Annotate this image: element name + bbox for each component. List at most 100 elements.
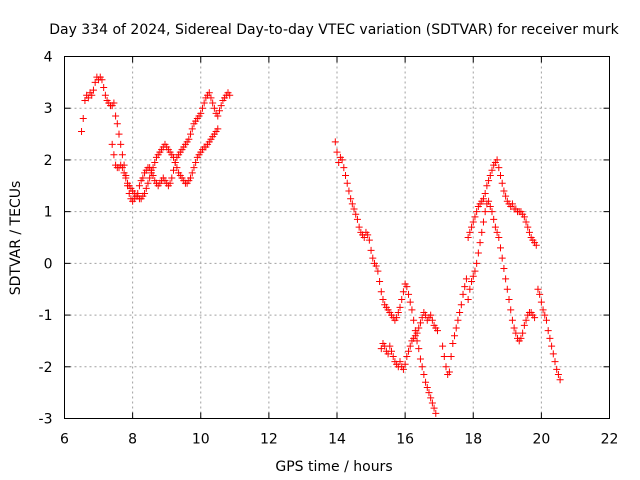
data-point — [399, 288, 407, 296]
data-point — [187, 130, 195, 138]
data-point — [510, 324, 518, 332]
y-tick-label: -2 — [39, 360, 53, 376]
data-point — [377, 288, 385, 296]
y-tick-label: 4 — [44, 50, 53, 66]
data-point — [166, 179, 174, 187]
data-point — [214, 125, 222, 133]
series-segment-6 — [464, 197, 539, 345]
data-point — [100, 84, 108, 92]
data-point — [449, 340, 457, 348]
data-point — [338, 156, 346, 164]
data-point — [141, 190, 149, 198]
data-point — [459, 290, 467, 298]
data-point — [430, 404, 438, 412]
data-point — [479, 218, 487, 226]
data-point — [388, 347, 395, 355]
data-point — [428, 316, 436, 324]
y-tick-label: 2 — [44, 153, 53, 169]
data-point — [532, 241, 540, 249]
x-tick-label: 18 — [464, 432, 482, 448]
y-tick-label: -1 — [39, 308, 53, 324]
series-segment-7 — [534, 285, 564, 384]
data-point — [401, 360, 409, 368]
data-point — [209, 99, 217, 107]
data-point — [432, 409, 440, 417]
data-point — [500, 265, 508, 273]
data-point — [524, 223, 532, 231]
data-point — [525, 228, 533, 236]
data-point — [168, 174, 176, 182]
data-point — [546, 334, 554, 342]
data-point — [457, 301, 465, 309]
data-point — [536, 290, 544, 298]
data-point — [539, 306, 547, 314]
series-segment-2 — [108, 125, 222, 203]
data-point — [439, 342, 447, 350]
data-point — [488, 208, 496, 216]
data-point — [372, 262, 380, 270]
data-point — [342, 171, 350, 179]
data-point — [522, 218, 530, 226]
data-point — [142, 184, 150, 192]
y-tick-label: -3 — [39, 412, 53, 428]
data-point — [425, 389, 433, 397]
data-point — [493, 228, 501, 236]
data-point — [512, 329, 520, 337]
data-point — [386, 342, 394, 350]
data-point — [551, 358, 559, 366]
data-point — [188, 125, 196, 133]
data-point — [376, 277, 384, 285]
data-point — [108, 140, 116, 148]
data-point — [89, 86, 97, 94]
data-point — [112, 112, 120, 120]
data-point — [197, 109, 205, 117]
data-point — [483, 182, 491, 190]
data-point — [198, 104, 206, 112]
data-point — [556, 376, 564, 384]
data-point — [352, 210, 360, 218]
data-point — [502, 192, 510, 200]
data-point — [78, 127, 86, 135]
data-point — [355, 223, 363, 231]
data-point — [474, 249, 482, 257]
data-point — [405, 290, 413, 298]
data-point — [170, 153, 177, 161]
data-point — [98, 76, 106, 84]
data-point — [500, 187, 508, 195]
data-point — [398, 296, 406, 304]
data-point — [205, 89, 213, 97]
data-point — [498, 254, 506, 262]
data-point — [481, 190, 489, 198]
data-point — [207, 94, 215, 102]
data-point — [476, 239, 484, 247]
data-point — [447, 352, 455, 360]
data-point — [488, 166, 496, 174]
data-point — [517, 334, 525, 342]
data-point — [118, 151, 126, 159]
data-point — [462, 275, 470, 283]
data-point — [469, 218, 477, 226]
data-point — [498, 179, 506, 187]
x-tick-label: 14 — [328, 432, 346, 448]
data-point — [508, 200, 516, 208]
series-segment-3 — [331, 138, 440, 417]
data-point — [364, 231, 372, 239]
data-point — [549, 350, 557, 358]
data-point — [79, 115, 87, 123]
data-point — [403, 352, 411, 360]
data-point — [537, 298, 545, 306]
data-point — [415, 345, 423, 353]
data-point — [461, 283, 469, 291]
data-point — [452, 324, 460, 332]
data-point — [120, 169, 128, 177]
data-point — [226, 91, 234, 99]
data-point — [185, 135, 193, 143]
data-point — [503, 285, 511, 293]
data-point — [210, 104, 218, 112]
data-point — [423, 383, 431, 391]
data-point — [428, 399, 436, 407]
data-point — [151, 159, 159, 167]
data-point — [410, 316, 418, 324]
data-point — [469, 272, 477, 280]
